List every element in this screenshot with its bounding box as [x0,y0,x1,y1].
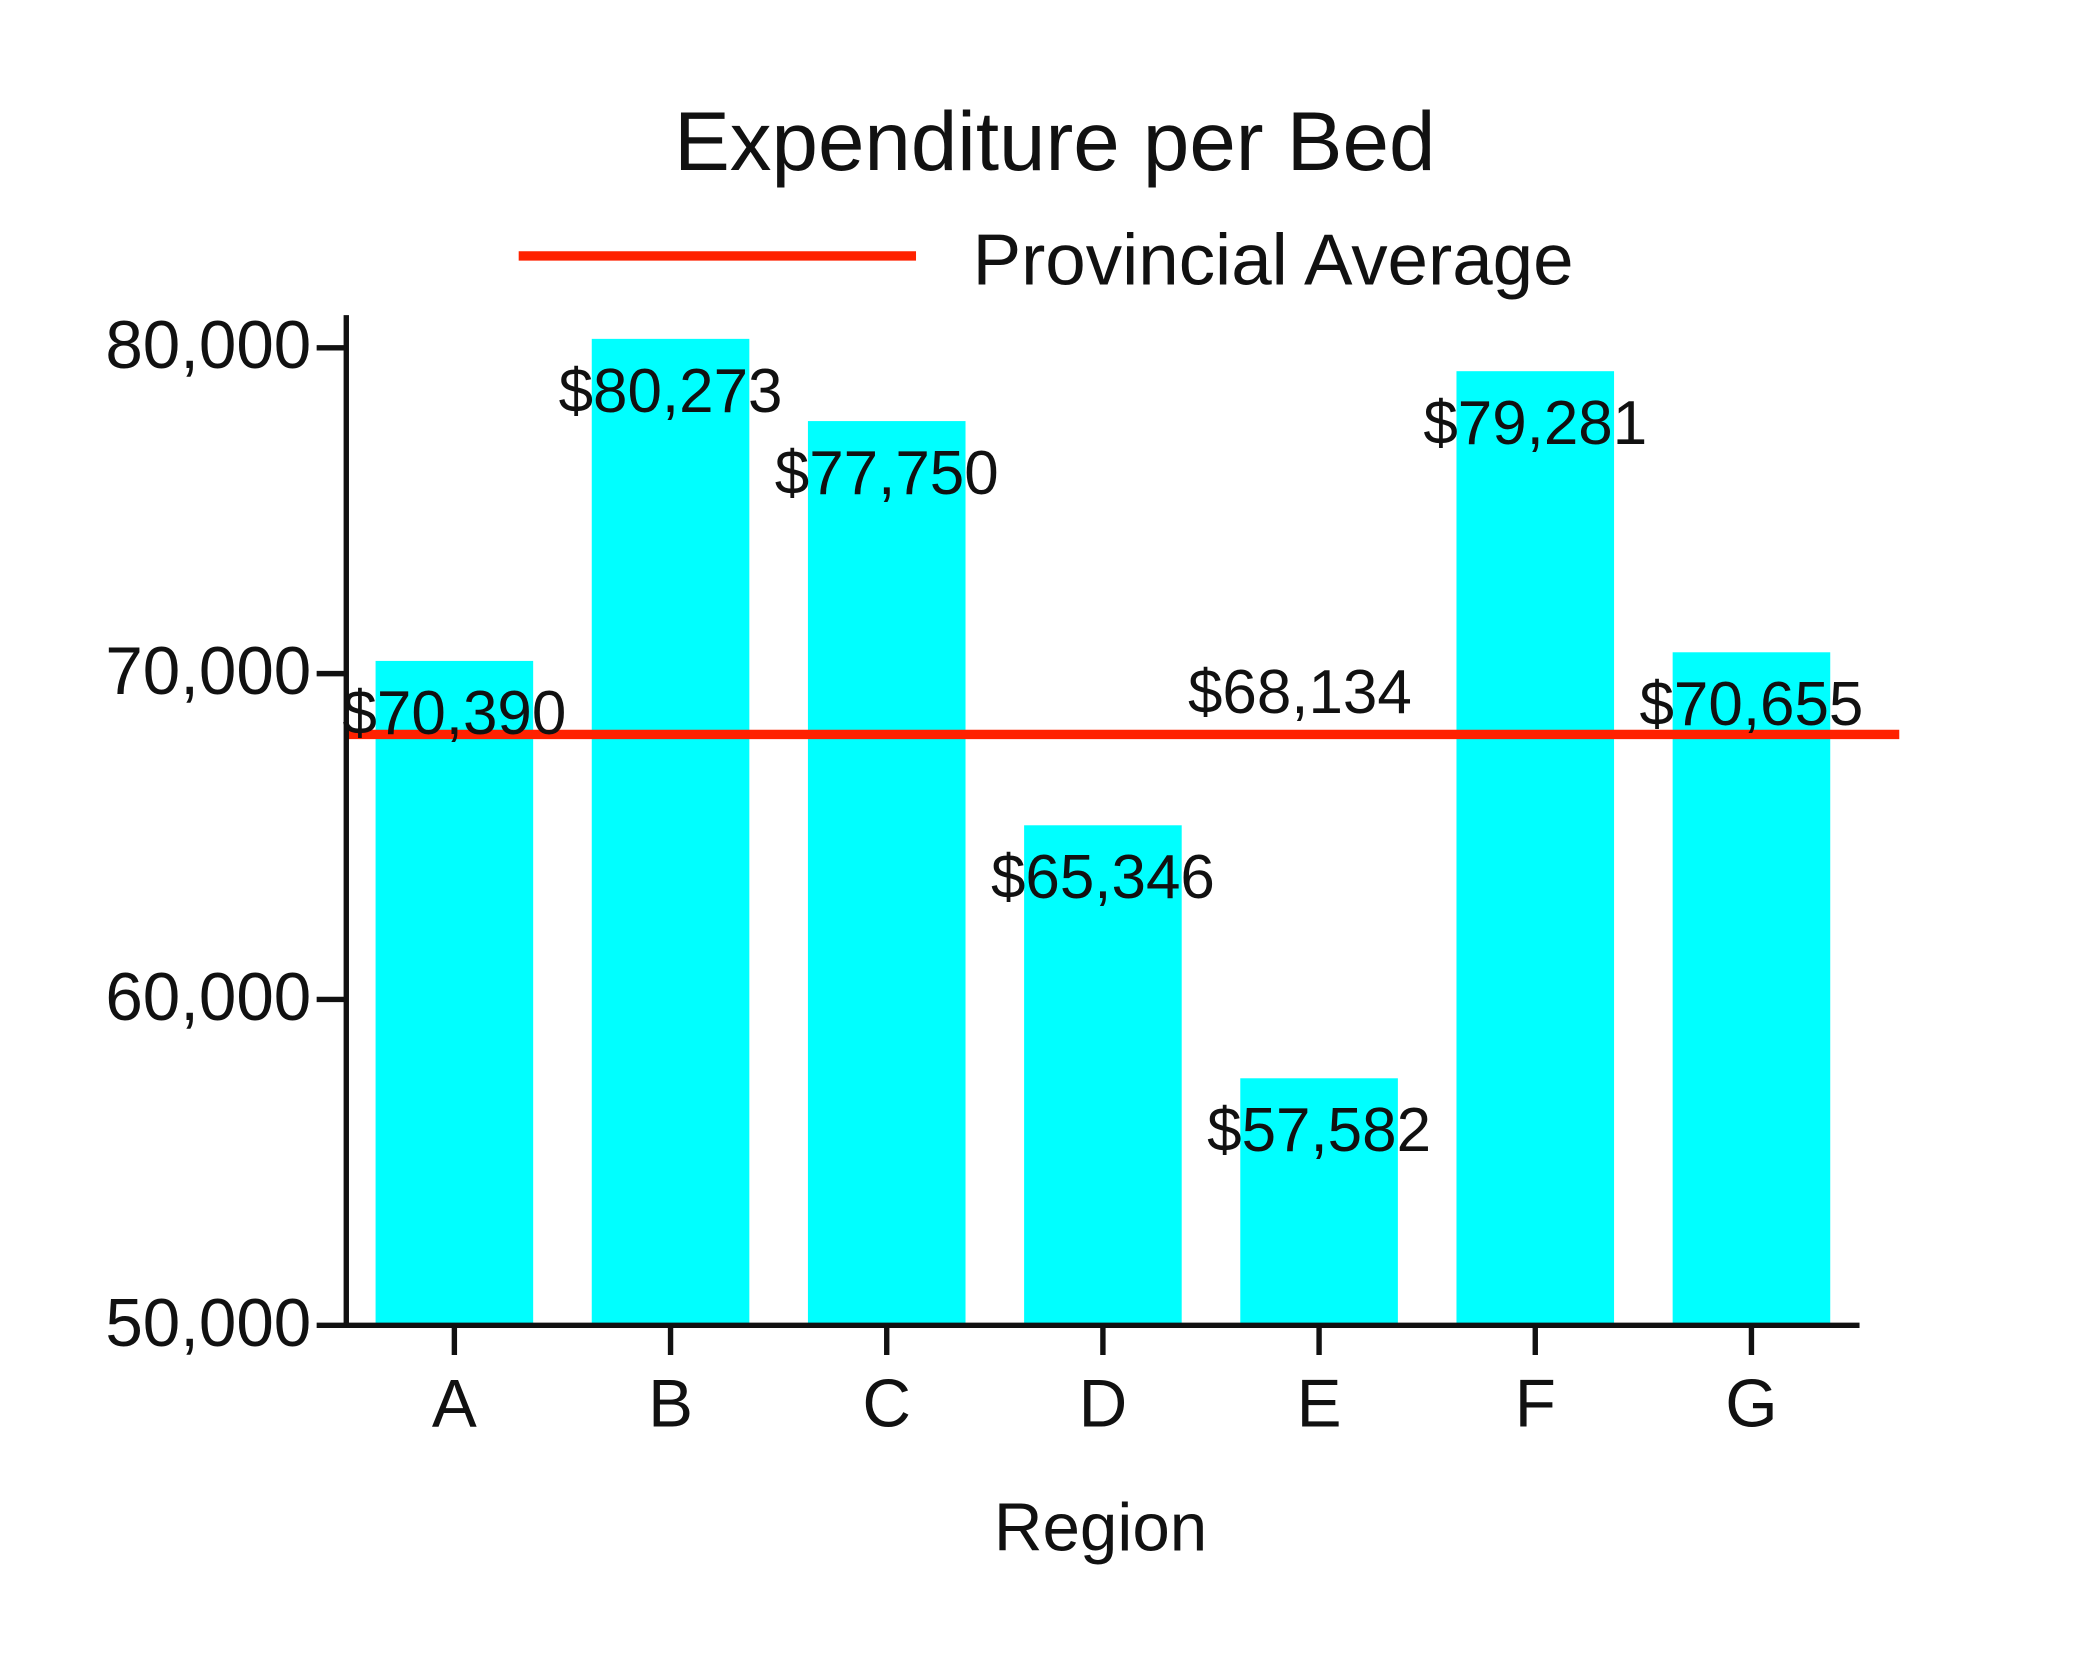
bar [1672,652,1831,1326]
x-tick-label: F [1515,1367,1556,1442]
x-tick-label: B [648,1367,693,1442]
bar [1240,1078,1398,1326]
x-tick-label: D [1079,1367,1128,1442]
x-axis-label: Region [994,1491,1207,1566]
x-tick-label: E [1297,1367,1342,1442]
y-tick-label: 60,000 [105,960,311,1035]
value-label: $77,750 [775,439,999,508]
bar [1024,825,1182,1326]
value-label: $70,390 [342,679,566,748]
legend-label: Provincial Average [973,220,1574,301]
chart-title: Expenditure per Bed [674,94,1435,188]
value-label: $57,582 [1207,1096,1431,1165]
y-tick-label: 70,000 [105,634,311,709]
value-label: $80,273 [559,357,783,426]
bar [1456,371,1615,1326]
x-tick-label: A [432,1367,477,1442]
y-tick-label: 50,000 [105,1286,311,1361]
value-label: $65,346 [991,843,1215,912]
reference-label: $68,134 [1188,658,1412,727]
x-tick-label: C [862,1367,911,1442]
x-tick-label: G [1725,1367,1777,1442]
value-label: $70,655 [1639,670,1863,739]
y-tick-label: 80,000 [105,308,311,383]
bar [375,660,534,1326]
bar [591,338,750,1326]
value-label: $79,281 [1423,389,1647,458]
bar [807,421,966,1326]
